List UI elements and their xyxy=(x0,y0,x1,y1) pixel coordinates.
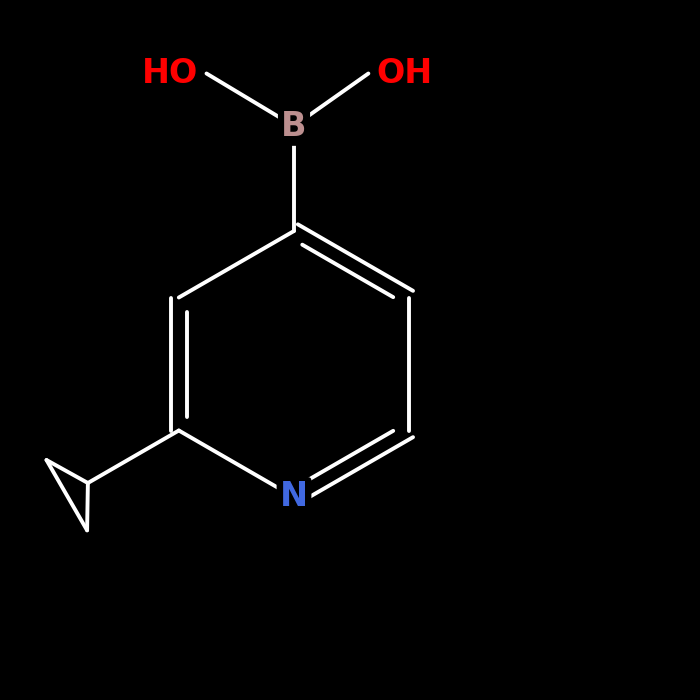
Text: HO: HO xyxy=(142,57,198,90)
Text: N: N xyxy=(280,480,308,514)
Text: B: B xyxy=(281,109,307,143)
Text: OH: OH xyxy=(377,57,433,90)
